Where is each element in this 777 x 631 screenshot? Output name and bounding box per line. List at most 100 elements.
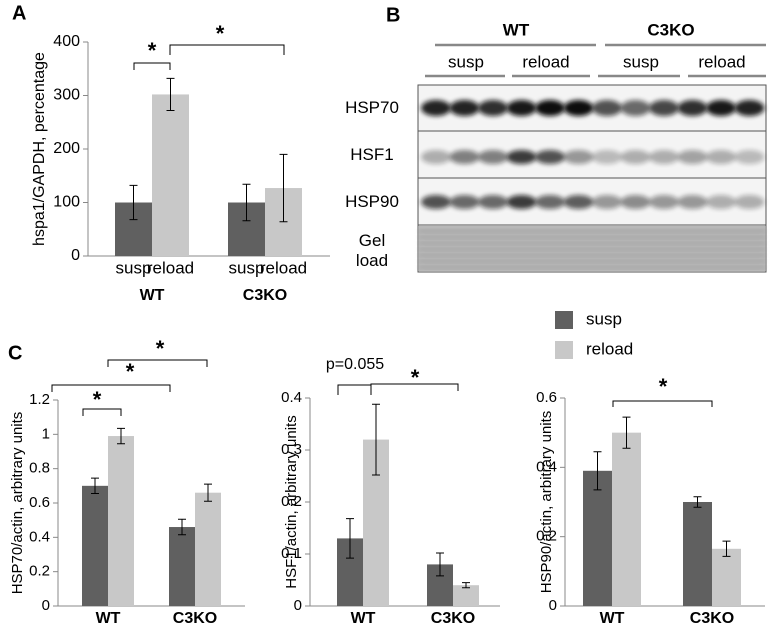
error-bar xyxy=(462,582,470,589)
band xyxy=(563,100,594,116)
x-tick-label: C3KO xyxy=(690,610,734,627)
error-bar xyxy=(722,540,731,557)
band xyxy=(592,195,622,209)
band xyxy=(677,100,708,116)
y-tick-label: 1 xyxy=(42,425,50,442)
band xyxy=(592,150,622,164)
band xyxy=(535,195,565,209)
gel-stripe xyxy=(419,248,765,251)
x-tick-label: C3KO xyxy=(243,287,287,304)
legend-label: susp xyxy=(586,309,622,328)
x-tick-label: C3KO xyxy=(431,610,475,627)
annotation: p=0.055 xyxy=(326,356,384,373)
bar-label: susp xyxy=(229,258,265,277)
condition-label: susp xyxy=(448,52,484,71)
bar xyxy=(195,492,221,606)
annotation: * xyxy=(156,336,165,361)
condition-label: susp xyxy=(623,52,659,71)
group-label: WT xyxy=(503,20,530,39)
bar-label: reload xyxy=(260,258,307,277)
bar xyxy=(583,470,612,606)
error-bar xyxy=(279,153,288,223)
y-tick-label: 0.8 xyxy=(29,460,50,477)
gel-stripe xyxy=(419,230,765,233)
y-tick-label: 0.2 xyxy=(281,493,302,510)
bar xyxy=(612,432,641,606)
significance-bracket xyxy=(169,44,285,55)
band xyxy=(620,100,651,116)
band xyxy=(535,150,565,164)
row-label: HSP90 xyxy=(345,192,399,211)
band xyxy=(506,100,537,116)
y-tick-label: 0.1 xyxy=(281,545,302,562)
gel-stripe xyxy=(419,254,765,257)
error-bar xyxy=(242,183,251,222)
y-tick-label: 400 xyxy=(53,33,80,50)
y-tick-label: 0.4 xyxy=(29,528,50,545)
bar xyxy=(712,548,741,606)
error-bar xyxy=(622,416,631,449)
condition-label: reload xyxy=(698,52,745,71)
y-tick-label: 200 xyxy=(53,140,80,157)
error-bar xyxy=(204,483,212,502)
x-tick-label: WT xyxy=(140,287,165,304)
gel-stripe xyxy=(419,266,765,269)
band xyxy=(734,150,765,164)
condition-label: reload xyxy=(522,52,569,71)
bar xyxy=(453,585,479,606)
band xyxy=(478,100,508,116)
significance-bracket xyxy=(337,384,372,395)
bar-label: susp xyxy=(116,258,152,277)
band xyxy=(421,100,451,116)
row-label: Gel load xyxy=(355,231,389,270)
gel-stripe xyxy=(419,260,765,263)
y-tick-label: 0.2 xyxy=(536,528,557,545)
band xyxy=(421,195,451,209)
band xyxy=(449,150,480,164)
band xyxy=(706,195,736,209)
y-axis-label: hspa1/GAPDH, percentage xyxy=(31,52,48,246)
y-tick-label: 0.6 xyxy=(29,494,50,511)
y-tick-label: 0 xyxy=(71,247,80,264)
annotation: * xyxy=(411,365,420,390)
significance-bracket xyxy=(370,383,459,391)
band xyxy=(478,150,508,164)
band xyxy=(506,150,537,164)
group-label: C3KO xyxy=(647,20,694,39)
significance-bracket xyxy=(51,384,171,392)
band xyxy=(706,150,736,164)
y-tick-label: 0.2 xyxy=(29,563,50,580)
row-label: HSF1 xyxy=(350,145,394,164)
bar xyxy=(108,436,134,606)
band xyxy=(449,100,480,116)
legend-label: reload xyxy=(586,339,633,358)
band xyxy=(592,100,622,116)
gel-stripe xyxy=(419,236,765,239)
panel-label: A xyxy=(12,2,26,24)
bar-label: reload xyxy=(147,258,194,277)
band xyxy=(506,195,537,209)
error-bar xyxy=(693,496,702,508)
bar xyxy=(683,502,712,606)
band xyxy=(734,100,765,116)
x-tick-label: WT xyxy=(96,610,121,627)
significance-bracket xyxy=(133,62,171,70)
y-tick-label: 0.3 xyxy=(281,441,302,458)
y-tick-label: 0.4 xyxy=(281,389,302,406)
row-label: HSP70 xyxy=(345,98,399,117)
legend-swatch xyxy=(555,341,573,359)
band xyxy=(649,195,679,209)
band xyxy=(734,195,765,209)
y-tick-label: 300 xyxy=(53,87,80,104)
y-tick-label: 0 xyxy=(294,597,302,614)
error-bar xyxy=(436,552,444,577)
annotation: * xyxy=(659,374,668,399)
error-bar xyxy=(178,518,186,536)
band xyxy=(649,100,679,116)
y-axis-label: HSF1/actin, arbitrary units xyxy=(283,415,300,588)
y-tick-label: 0.4 xyxy=(536,458,557,475)
y-tick-label: 0.6 xyxy=(536,389,557,406)
error-bar xyxy=(346,518,354,559)
annotation: * xyxy=(126,359,135,384)
band xyxy=(421,150,451,164)
